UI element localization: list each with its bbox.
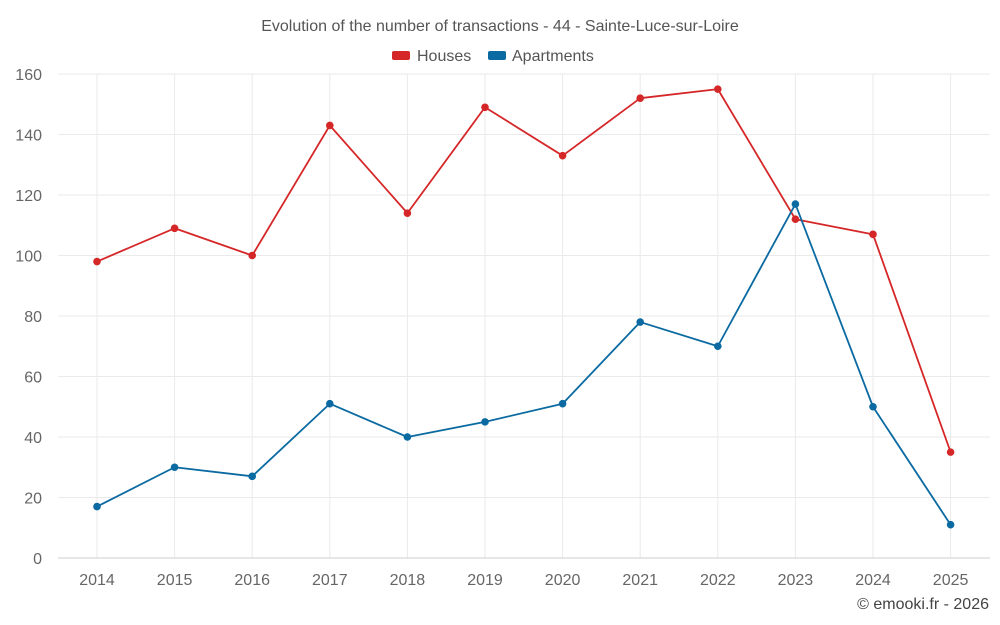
y-tick-label: 120 <box>15 188 42 205</box>
x-tick-label: 2016 <box>234 572 270 589</box>
y-tick-label: 60 <box>24 370 42 387</box>
data-point-houses[interactable] <box>248 251 256 260</box>
legend-label-houses: Houses <box>417 48 471 65</box>
x-tick-label: 2021 <box>622 572 658 589</box>
data-point-apartments[interactable] <box>403 433 412 441</box>
data-point-houses[interactable] <box>93 257 101 266</box>
data-point-houses[interactable] <box>403 209 412 217</box>
footer-copyright: © emooki.fr - 2026 <box>857 596 989 613</box>
data-point-apartments[interactable] <box>93 502 101 511</box>
data-point-apartments[interactable] <box>326 399 334 408</box>
x-axis-labels: 2014 2015 2016 2017 2018 2019 2020 2021 2022 2023… <box>79 572 968 589</box>
y-tick-label: 20 <box>24 491 42 508</box>
data-point-apartments[interactable] <box>714 342 722 351</box>
x-tick-label: 2024 <box>855 572 891 589</box>
x-tick-label: 2017 <box>312 572 348 589</box>
x-tick-label: 2023 <box>778 572 814 589</box>
data-point-houses[interactable] <box>946 448 955 456</box>
data-point-apartments[interactable] <box>791 200 800 208</box>
legend-label-apartments: Apartments <box>512 48 594 65</box>
data-point-houses[interactable] <box>791 215 800 223</box>
data-point-houses[interactable] <box>170 224 179 233</box>
data-point-houses[interactable] <box>481 103 489 112</box>
data-point-houses[interactable] <box>714 85 722 93</box>
data-point-houses[interactable] <box>326 121 334 130</box>
legend: Houses Apartments <box>392 48 594 65</box>
x-tick-label: 2022 <box>700 572 736 589</box>
data-point-houses[interactable] <box>558 151 567 160</box>
series-line-apartments <box>96 203 952 526</box>
x-tick-label: 2025 <box>933 572 969 589</box>
grid <box>58 73 990 559</box>
legend-swatch-apartments <box>488 51 506 60</box>
series-layer <box>93 85 955 529</box>
series-line-houses <box>96 88 952 453</box>
y-tick-label: 140 <box>15 128 42 145</box>
chart-title: Evolution of the number of transactions … <box>261 18 739 35</box>
x-tick-label: 2020 <box>545 572 581 589</box>
y-tick-label: 160 <box>15 67 42 84</box>
y-tick-label: 40 <box>24 430 42 447</box>
data-point-houses[interactable] <box>869 230 877 239</box>
data-point-apartments[interactable] <box>946 520 955 529</box>
data-point-houses[interactable] <box>636 94 644 102</box>
series-apartments <box>93 200 955 529</box>
x-tick-label: 2018 <box>390 572 426 589</box>
data-point-apartments[interactable] <box>481 418 489 426</box>
x-tick-label: 2015 <box>157 572 193 589</box>
y-tick-label: 0 <box>33 551 42 568</box>
series-houses <box>93 85 955 456</box>
x-tick-label: 2014 <box>79 572 115 589</box>
data-point-apartments[interactable] <box>558 399 567 408</box>
legend-swatch-houses <box>392 51 410 60</box>
data-point-apartments[interactable] <box>869 402 877 411</box>
data-point-apartments[interactable] <box>248 472 256 481</box>
y-axis-labels: 0 20 40 60 80 100 120 140 160 <box>15 67 42 568</box>
y-tick-label: 100 <box>15 249 42 266</box>
x-tick-label: 2019 <box>467 572 503 589</box>
data-point-apartments[interactable] <box>636 318 644 326</box>
data-point-apartments[interactable] <box>170 463 179 472</box>
y-tick-label: 80 <box>24 309 42 326</box>
